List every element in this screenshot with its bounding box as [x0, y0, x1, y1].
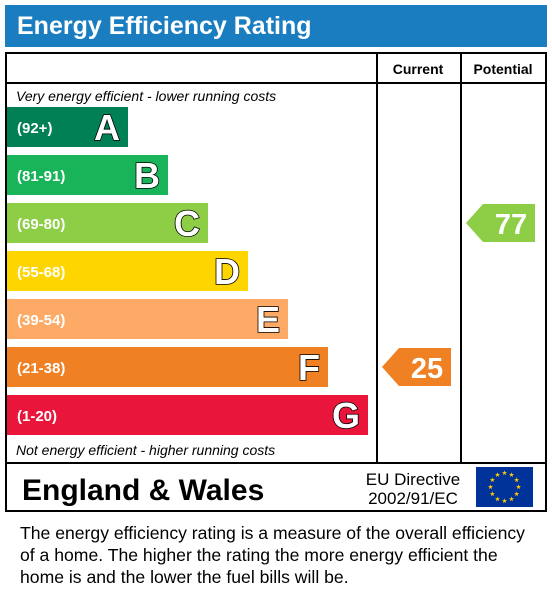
region-label: England & Wales — [22, 474, 264, 507]
band-bar-b — [7, 155, 168, 195]
current-rating-marker: 25 — [382, 348, 451, 386]
eu-star-icon — [509, 496, 514, 502]
eu-star-icon — [495, 496, 500, 502]
band-range-label: (92+) — [17, 120, 52, 137]
eu-star-icon — [509, 472, 514, 477]
band-c: (69-80) C — [7, 202, 208, 245]
band-letter-d: D — [214, 251, 240, 292]
band-range-label: (21-38) — [17, 360, 65, 377]
potential-rating-value: 77 — [495, 209, 527, 241]
bottom-note: Not energy efficient - higher running co… — [16, 442, 275, 458]
band-bar-g — [7, 395, 368, 435]
eu-flag-icon — [476, 467, 533, 507]
band-letter-c: C — [174, 203, 200, 244]
band-d: (55-68) D — [7, 250, 248, 293]
title-bar: Energy Efficiency Rating — [5, 5, 547, 47]
band-range-label: (39-54) — [17, 312, 65, 329]
directive-line-2: 2002/91/EC — [368, 489, 458, 508]
band-f: (21-38) F — [7, 346, 328, 389]
eu-star-icon — [502, 470, 507, 476]
band-letter-b: B — [134, 155, 160, 196]
band-bar-f — [7, 347, 328, 387]
description-text: The energy efficiency rating is a measur… — [20, 523, 525, 587]
band-e: (39-54) E — [7, 298, 288, 341]
score-markers: 25 77 — [382, 204, 535, 386]
band-bar-d — [7, 251, 248, 291]
eu-star-icon — [514, 491, 520, 497]
chart-title: Energy Efficiency Rating — [17, 12, 312, 40]
directive-line-1: EU Directive — [366, 470, 460, 489]
current-rating-arrow — [382, 348, 451, 386]
potential-column-header: Potential — [473, 61, 532, 77]
top-note: Very energy efficient - lower running co… — [16, 88, 276, 104]
eu-star-icon — [489, 491, 495, 497]
eu-star-icon — [488, 484, 493, 490]
band-range-label: (69-80) — [17, 216, 65, 233]
rating-bands: (92+) A (81-91) B (69-80) C (55-68) D (39-54) E (2… — [7, 106, 368, 437]
band-g: (1-20) G — [7, 394, 368, 437]
band-letter-f: F — [298, 347, 320, 388]
band-a: (92+) A — [7, 106, 128, 149]
potential-rating-marker: 77 — [466, 204, 535, 242]
eu-star-icon — [502, 498, 507, 504]
band-letter-a: A — [94, 107, 120, 148]
eu-star-icon — [489, 477, 495, 483]
band-letter-e: E — [256, 299, 280, 340]
eu-star-icon — [514, 477, 520, 483]
band-range-label: (1-20) — [17, 408, 57, 425]
band-bar-a — [7, 107, 128, 147]
chart-frame — [5, 52, 547, 512]
current-column-header: Current — [393, 61, 444, 77]
band-b: (81-91) B — [7, 154, 168, 197]
eu-star-icon — [516, 484, 521, 490]
band-bar-c — [7, 203, 208, 243]
band-letter-g: G — [332, 395, 360, 436]
eu-star-icon — [495, 472, 500, 477]
band-range-label: (55-68) — [17, 264, 65, 281]
potential-rating-arrow — [466, 204, 535, 242]
band-bar-e — [7, 299, 288, 339]
band-range-label: (81-91) — [17, 168, 65, 185]
current-rating-value: 25 — [411, 353, 443, 385]
